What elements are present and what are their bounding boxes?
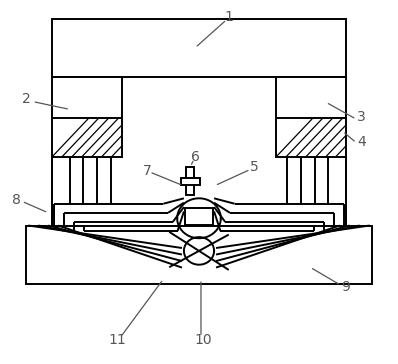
Text: 8: 8 [12, 193, 21, 207]
Text: 11: 11 [109, 333, 127, 347]
Text: 6: 6 [191, 150, 199, 163]
Bar [52, 19, 346, 77]
Bar [52, 77, 122, 157]
Bar [276, 77, 346, 157]
Text: 1: 1 [224, 10, 233, 24]
Text: 2: 2 [22, 92, 31, 106]
Text: 7: 7 [143, 164, 152, 178]
Bar [186, 167, 194, 195]
Text: 4: 4 [357, 135, 366, 149]
Text: 9: 9 [341, 280, 350, 294]
Bar [181, 178, 200, 185]
Text: 3: 3 [357, 110, 366, 124]
Text: 10: 10 [194, 333, 212, 347]
Bar [27, 226, 371, 284]
Bar [185, 208, 213, 225]
Text: 5: 5 [250, 161, 259, 174]
